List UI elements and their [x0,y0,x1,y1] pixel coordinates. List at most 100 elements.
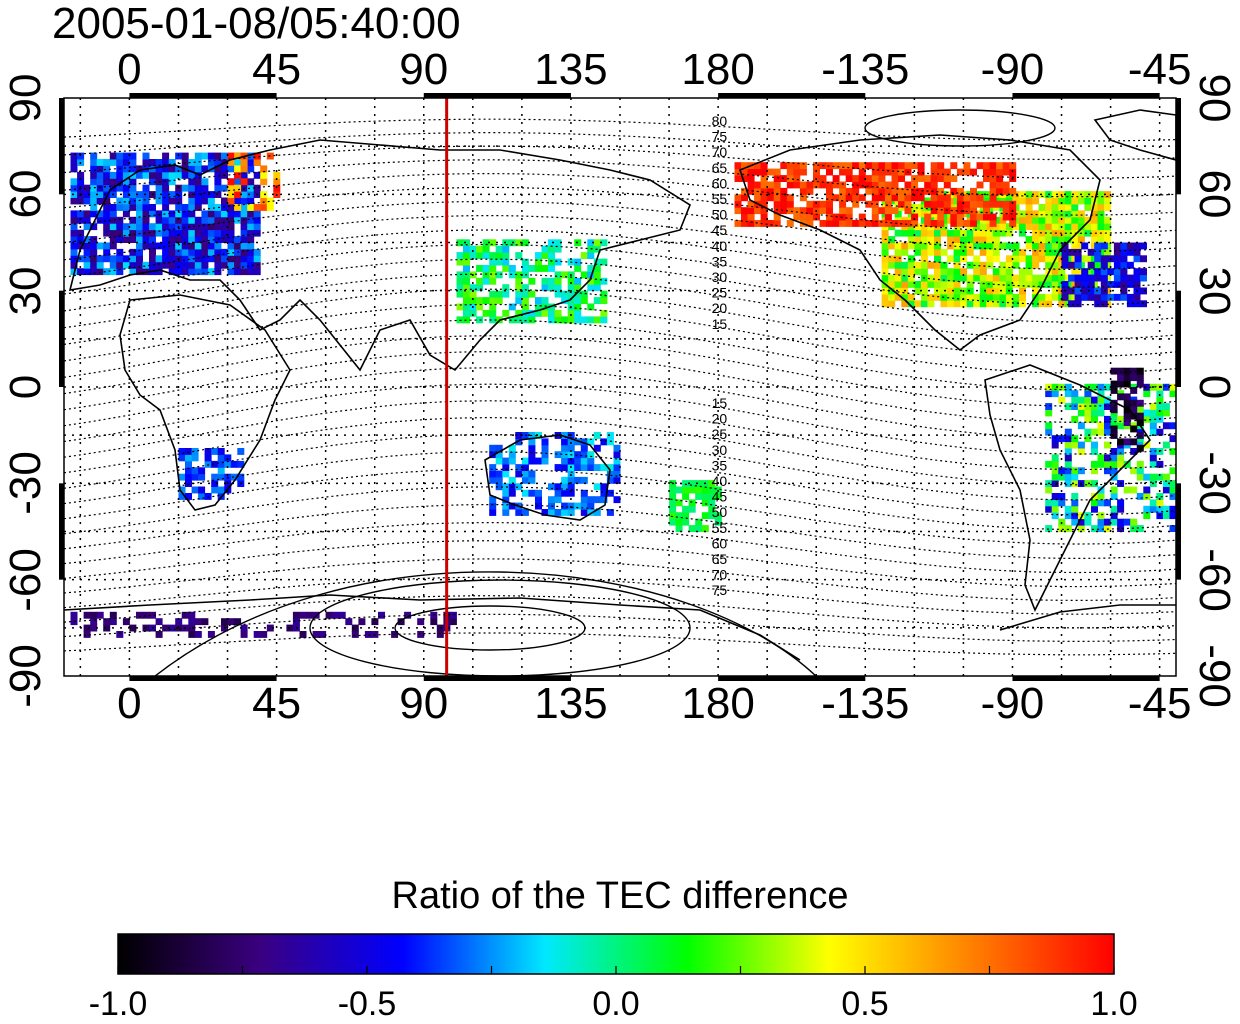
tec-cell [1032,191,1040,198]
tec-cell [1091,210,1098,218]
tec-cell [767,181,775,189]
tec-cell [606,509,614,516]
tec-cell [1104,204,1111,211]
tec-cell [1005,261,1013,269]
tec-cell [1091,448,1098,455]
tec-cell [927,281,935,288]
tec-cell [561,438,569,446]
tec-cell [894,268,902,276]
tec-cell [175,261,183,269]
tec-cell [979,281,987,288]
tec-cell [574,438,582,446]
tec-cell [741,213,748,221]
tec-cell [489,444,497,452]
tec-cell [548,265,555,272]
tec-cell [253,223,261,231]
tec-cell [927,248,935,256]
tec-cell [1051,493,1059,500]
tec-cell [207,248,215,256]
tec-cell [260,631,268,638]
tec-cell [878,187,886,195]
tec-cell [773,168,781,176]
tec-cell [1009,162,1017,170]
tec-cell [1038,210,1046,218]
tec-cell [188,268,196,276]
tec-cell [1032,210,1040,218]
tec-cell [227,248,235,256]
tec-cell [1123,367,1131,375]
tec-cell [587,502,595,510]
tec-cell [175,242,183,250]
tec-cell [90,152,98,160]
tec-cell [1169,512,1176,520]
tec-cell [83,197,91,205]
tec-cell [1071,236,1079,243]
tec-cell [884,187,892,195]
tec-cell [227,618,235,626]
tec-cell [1045,428,1053,436]
tec-cell [1123,399,1131,407]
tec-cell [593,265,601,272]
tec-cell [528,438,536,446]
tec-cell [845,175,853,182]
tec-cell [70,223,78,231]
tec-cell [495,290,503,298]
tec-cell [574,303,582,311]
tec-cell [1005,293,1013,301]
tec-cell [1100,255,1108,263]
tec-cell [937,162,945,170]
tec-cell [136,242,143,250]
contour-line [64,145,1176,179]
tec-cell [1097,390,1105,398]
tec-cell [201,210,209,218]
tec-cell [1051,261,1059,269]
map-timestamp-title: 2005-01-08/05:40:00 [52,0,461,48]
tec-cell [217,467,225,475]
tec-cell [397,618,405,626]
tec-cell [888,287,896,295]
tec-cell [1058,300,1066,308]
tec-cell [129,216,137,224]
tec-cell [934,281,941,288]
tec-cell [1064,512,1072,520]
tec-cell [669,505,677,513]
tec-cell [587,451,595,459]
x-tick-label: 90 [399,45,449,94]
tec-cell [914,248,922,256]
tec-cell [129,624,137,632]
tec-cell [934,229,941,237]
tec-cell [194,165,202,173]
tec-cell [806,220,814,227]
tec-cell [1064,441,1072,449]
tec-cell [1074,261,1082,269]
tec-cell [535,489,542,497]
tec-cell [934,261,941,269]
tec-cell [96,255,104,263]
coastline-outlines [64,109,1176,661]
tec-cell [77,152,85,160]
tec-cell [214,171,222,179]
tec-cell [122,236,130,243]
tec-cell [181,210,189,218]
tec-cell [217,460,225,468]
tec-cell [1077,518,1085,526]
tec-cell [1107,281,1115,288]
tec-cell [90,248,98,256]
tec-cell [976,213,984,221]
tec-cell [1025,268,1033,276]
tec-cell [1140,255,1147,263]
tec-cell [708,480,716,487]
tec-cell [907,229,915,237]
tec-cell [907,293,915,301]
contour-line [64,288,1176,358]
contour-line [64,400,1176,471]
tec-cell [567,509,575,516]
y-tick-label: 90 [1,73,50,123]
tec-cell [708,512,716,520]
tec-cell [142,171,150,179]
tec-cell [701,486,709,494]
tec-cell [1126,281,1134,288]
tec-cell [992,242,1000,250]
tec-cell [963,207,971,215]
tec-cell [90,171,98,179]
